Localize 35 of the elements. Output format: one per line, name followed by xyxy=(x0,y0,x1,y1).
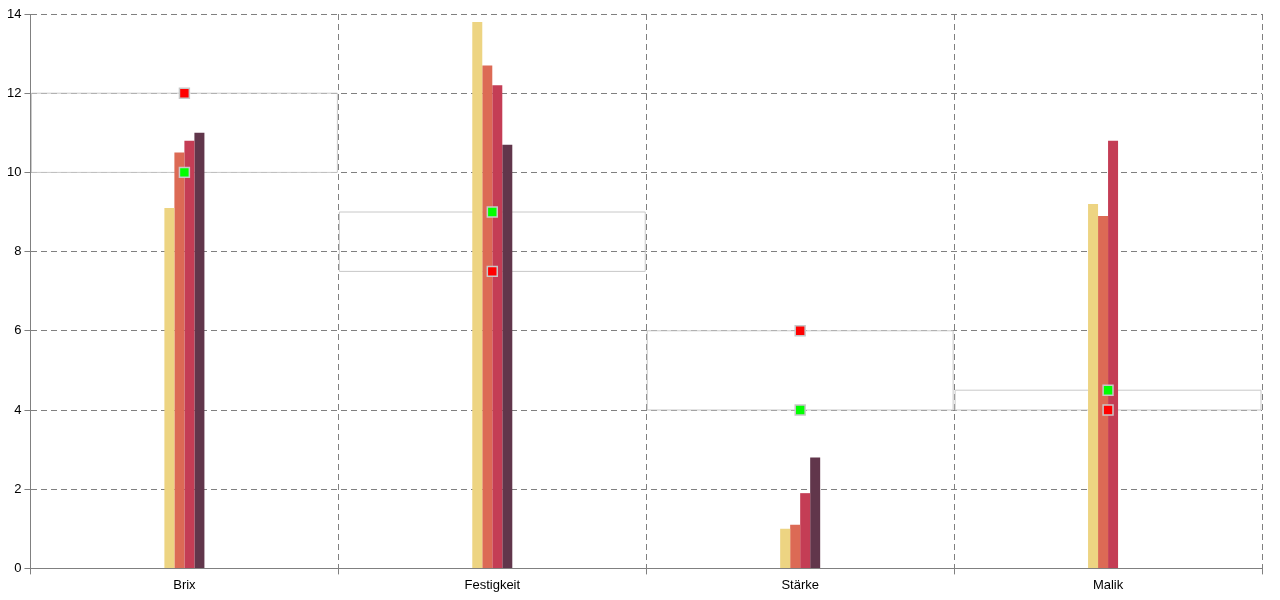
bar xyxy=(790,524,801,568)
point xyxy=(178,87,191,99)
bar xyxy=(502,144,513,568)
y-tick-label: 6 xyxy=(14,322,22,338)
y-tick-label: 12 xyxy=(6,84,22,100)
y-tick-label: 14 xyxy=(6,5,22,21)
x-tick-label: Malik xyxy=(1092,576,1124,592)
bar xyxy=(800,493,811,568)
bar xyxy=(482,65,493,568)
point xyxy=(1102,384,1114,396)
point xyxy=(178,166,191,179)
bar xyxy=(174,152,185,568)
bar xyxy=(780,528,791,568)
bar xyxy=(1098,215,1109,568)
point xyxy=(1102,404,1114,416)
x-tick-label: Stärke xyxy=(781,576,819,592)
x-tick-label: Brix xyxy=(173,576,197,592)
y-tick-label: 8 xyxy=(14,243,22,259)
bar xyxy=(472,21,483,568)
bar xyxy=(1088,204,1099,568)
point xyxy=(486,206,498,218)
bar xyxy=(194,132,205,568)
x-tick-label: Festigkeit xyxy=(464,576,521,592)
bar xyxy=(164,208,175,568)
bar xyxy=(1108,140,1119,568)
point xyxy=(486,265,498,278)
y-tick-label: 4 xyxy=(14,401,22,417)
y-tick-label: 0 xyxy=(14,559,22,575)
bar xyxy=(492,85,503,568)
point xyxy=(794,325,806,337)
y-tick-label: 2 xyxy=(14,480,22,496)
point xyxy=(794,404,806,416)
bar xyxy=(810,457,821,568)
bar xyxy=(184,140,195,568)
y-tick-label: 10 xyxy=(6,163,22,179)
